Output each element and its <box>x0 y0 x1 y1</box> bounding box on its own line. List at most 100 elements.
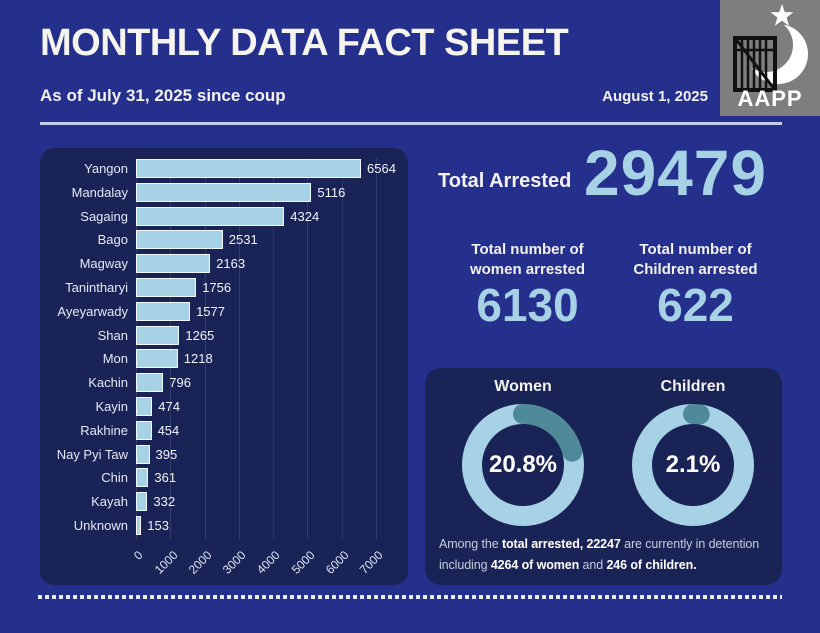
children-arrested-stat: Total number of Children arrested 622 <box>598 240 793 329</box>
bar-category-label: Kayah <box>91 494 128 510</box>
bar-row: Kayah 332 <box>40 491 402 512</box>
children-arrested-label: Total number of Children arrested <box>633 241 758 278</box>
children-donut-title: Children <box>660 378 726 395</box>
bar-category-label: Ayeyarwady <box>57 303 128 319</box>
bar <box>136 420 152 440</box>
bar-value-label: 454 <box>157 422 180 438</box>
gridline <box>204 158 206 539</box>
gridline <box>170 158 172 539</box>
bar <box>136 301 191 321</box>
donut-segment-cap <box>513 404 533 424</box>
bar-row: Sagaing 4324 <box>40 206 402 227</box>
total-arrested-label: Total Arrested <box>438 170 572 192</box>
bar <box>136 325 180 345</box>
bar-row: Kayin 474 <box>40 396 402 417</box>
bar-category-label: Nay Pyi Taw <box>56 446 128 462</box>
bar-row: Shan 1265 <box>40 325 402 346</box>
bar-row: Kachin 796 <box>40 372 402 393</box>
caption-line: Among the total arrested, 22247 are curr… <box>439 537 760 551</box>
page-title: MONTHLY DATA FACT SHEET <box>40 22 569 64</box>
bar-value-label: 2163 <box>216 256 246 272</box>
bar-value-label: 796 <box>169 375 191 391</box>
bar <box>136 444 150 464</box>
bar-category-label: Magway <box>79 256 128 272</box>
bar-row: Chin 361 <box>40 467 402 488</box>
women-donut-column: Women 20.8% <box>453 378 593 526</box>
gridline <box>273 158 275 539</box>
bar-value-label: 395 <box>155 446 178 462</box>
gridline <box>376 158 377 539</box>
bar <box>136 277 197 297</box>
bar-category-label: Shan <box>97 327 128 343</box>
bar-value-label: 4324 <box>290 208 320 224</box>
gridline <box>307 158 309 539</box>
aapp-logo-text: AAPP <box>737 86 803 111</box>
bar-value-label: 474 <box>158 398 180 414</box>
bar-category-label: Kayin <box>95 398 128 414</box>
bar-row: Yangon 6564 <box>40 158 402 179</box>
bar-row: Mon 1218 <box>40 348 402 369</box>
bar-category-label: Tanintharyi <box>65 279 128 295</box>
bar-category-label: Bago <box>97 232 128 248</box>
caption-line: including 4264 of women and 246 of child… <box>439 558 697 573</box>
bar-category-label: Mandalay <box>71 184 128 200</box>
gridline <box>238 158 240 539</box>
women-arrested-value: 6130 <box>476 279 579 331</box>
bar-value-label: 1756 <box>202 279 232 295</box>
gridline <box>136 158 137 539</box>
women-donut-chart: 20.8% <box>462 404 585 526</box>
bar-row: Rakhine 454 <box>40 420 402 441</box>
children-arrested-value: 622 <box>657 279 734 331</box>
bar <box>136 373 164 393</box>
bar <box>136 254 211 274</box>
women-arrested-stat: Total number of women arrested 6130 <box>430 240 625 329</box>
arrests-by-region-chart-panel: Yangon 6564 Mandalay 5116 Sagaing 4324 Bago 253… <box>40 148 408 585</box>
bar-category-label: Unknown <box>73 517 128 533</box>
bar-value-label: 361 <box>154 470 177 486</box>
gridline <box>341 158 343 539</box>
bar-row: Tanintharyi 1756 <box>40 277 402 298</box>
bar-rows: Yangon 6564 Mandalay 5116 Sagaing 4324 Bago 253… <box>40 158 402 536</box>
footer-dotted-divider <box>38 595 782 599</box>
bar <box>136 515 142 535</box>
bar <box>136 492 148 512</box>
bar-value-label: 5116 <box>317 184 346 200</box>
bar-value-label: 6564 <box>367 161 396 176</box>
bar-value-label: 332 <box>153 494 176 510</box>
bar-category-label: Sagaing <box>80 208 128 224</box>
bar <box>136 349 178 369</box>
bar <box>136 159 362 178</box>
bar-category-label: Chin <box>101 470 128 486</box>
bar <box>136 468 149 488</box>
bar <box>136 206 285 226</box>
chart-x-axis: 0 1000 2000 3000 4000 5000 6000 7000 <box>131 548 386 577</box>
total-arrested-value: 29479 <box>584 137 767 209</box>
bar-row: Ayeyarwady 1577 <box>40 301 402 322</box>
bar <box>136 182 312 202</box>
as-of-date-subtitle: As of July 31, 2025 since coup <box>40 86 286 105</box>
bar-row: Magway 2163 <box>40 253 402 274</box>
bar-row: Nay Pyi Taw 395 <box>40 444 402 465</box>
children-donut-chart: 2.1% <box>632 403 754 526</box>
bar-category-label: Kachin <box>88 375 128 391</box>
bar-category-label: Mon <box>102 351 128 367</box>
aapp-logo: AAPP <box>720 0 820 116</box>
bar-category-label: Rakhine <box>80 422 128 438</box>
header-divider <box>40 122 782 125</box>
bar-row: Bago 2531 <box>40 229 402 250</box>
bar-value-label: 2531 <box>228 232 258 248</box>
publish-date: August 1, 2025 <box>602 88 708 105</box>
women-donut-percent: 20.8% <box>488 451 558 478</box>
detention-caption: Among the total arrested, 22247 are curr… <box>439 534 759 577</box>
bar-value-label: 1265 <box>185 327 215 343</box>
bar-value-label: 1218 <box>183 351 213 367</box>
bar-row: Mandalay 5116 <box>40 182 402 203</box>
bar-value-label: 1577 <box>196 303 225 319</box>
children-donut-percent: 2.1% <box>665 451 721 478</box>
detention-share-panel: Women 20.8% Children 2.1% Among the tota… <box>425 368 782 585</box>
women-donut-title: Women <box>494 378 552 395</box>
bar-value-label: 153 <box>147 517 169 533</box>
aapp-logo-graphic <box>733 4 808 92</box>
bar-row: Unknown 153 <box>40 515 402 536</box>
